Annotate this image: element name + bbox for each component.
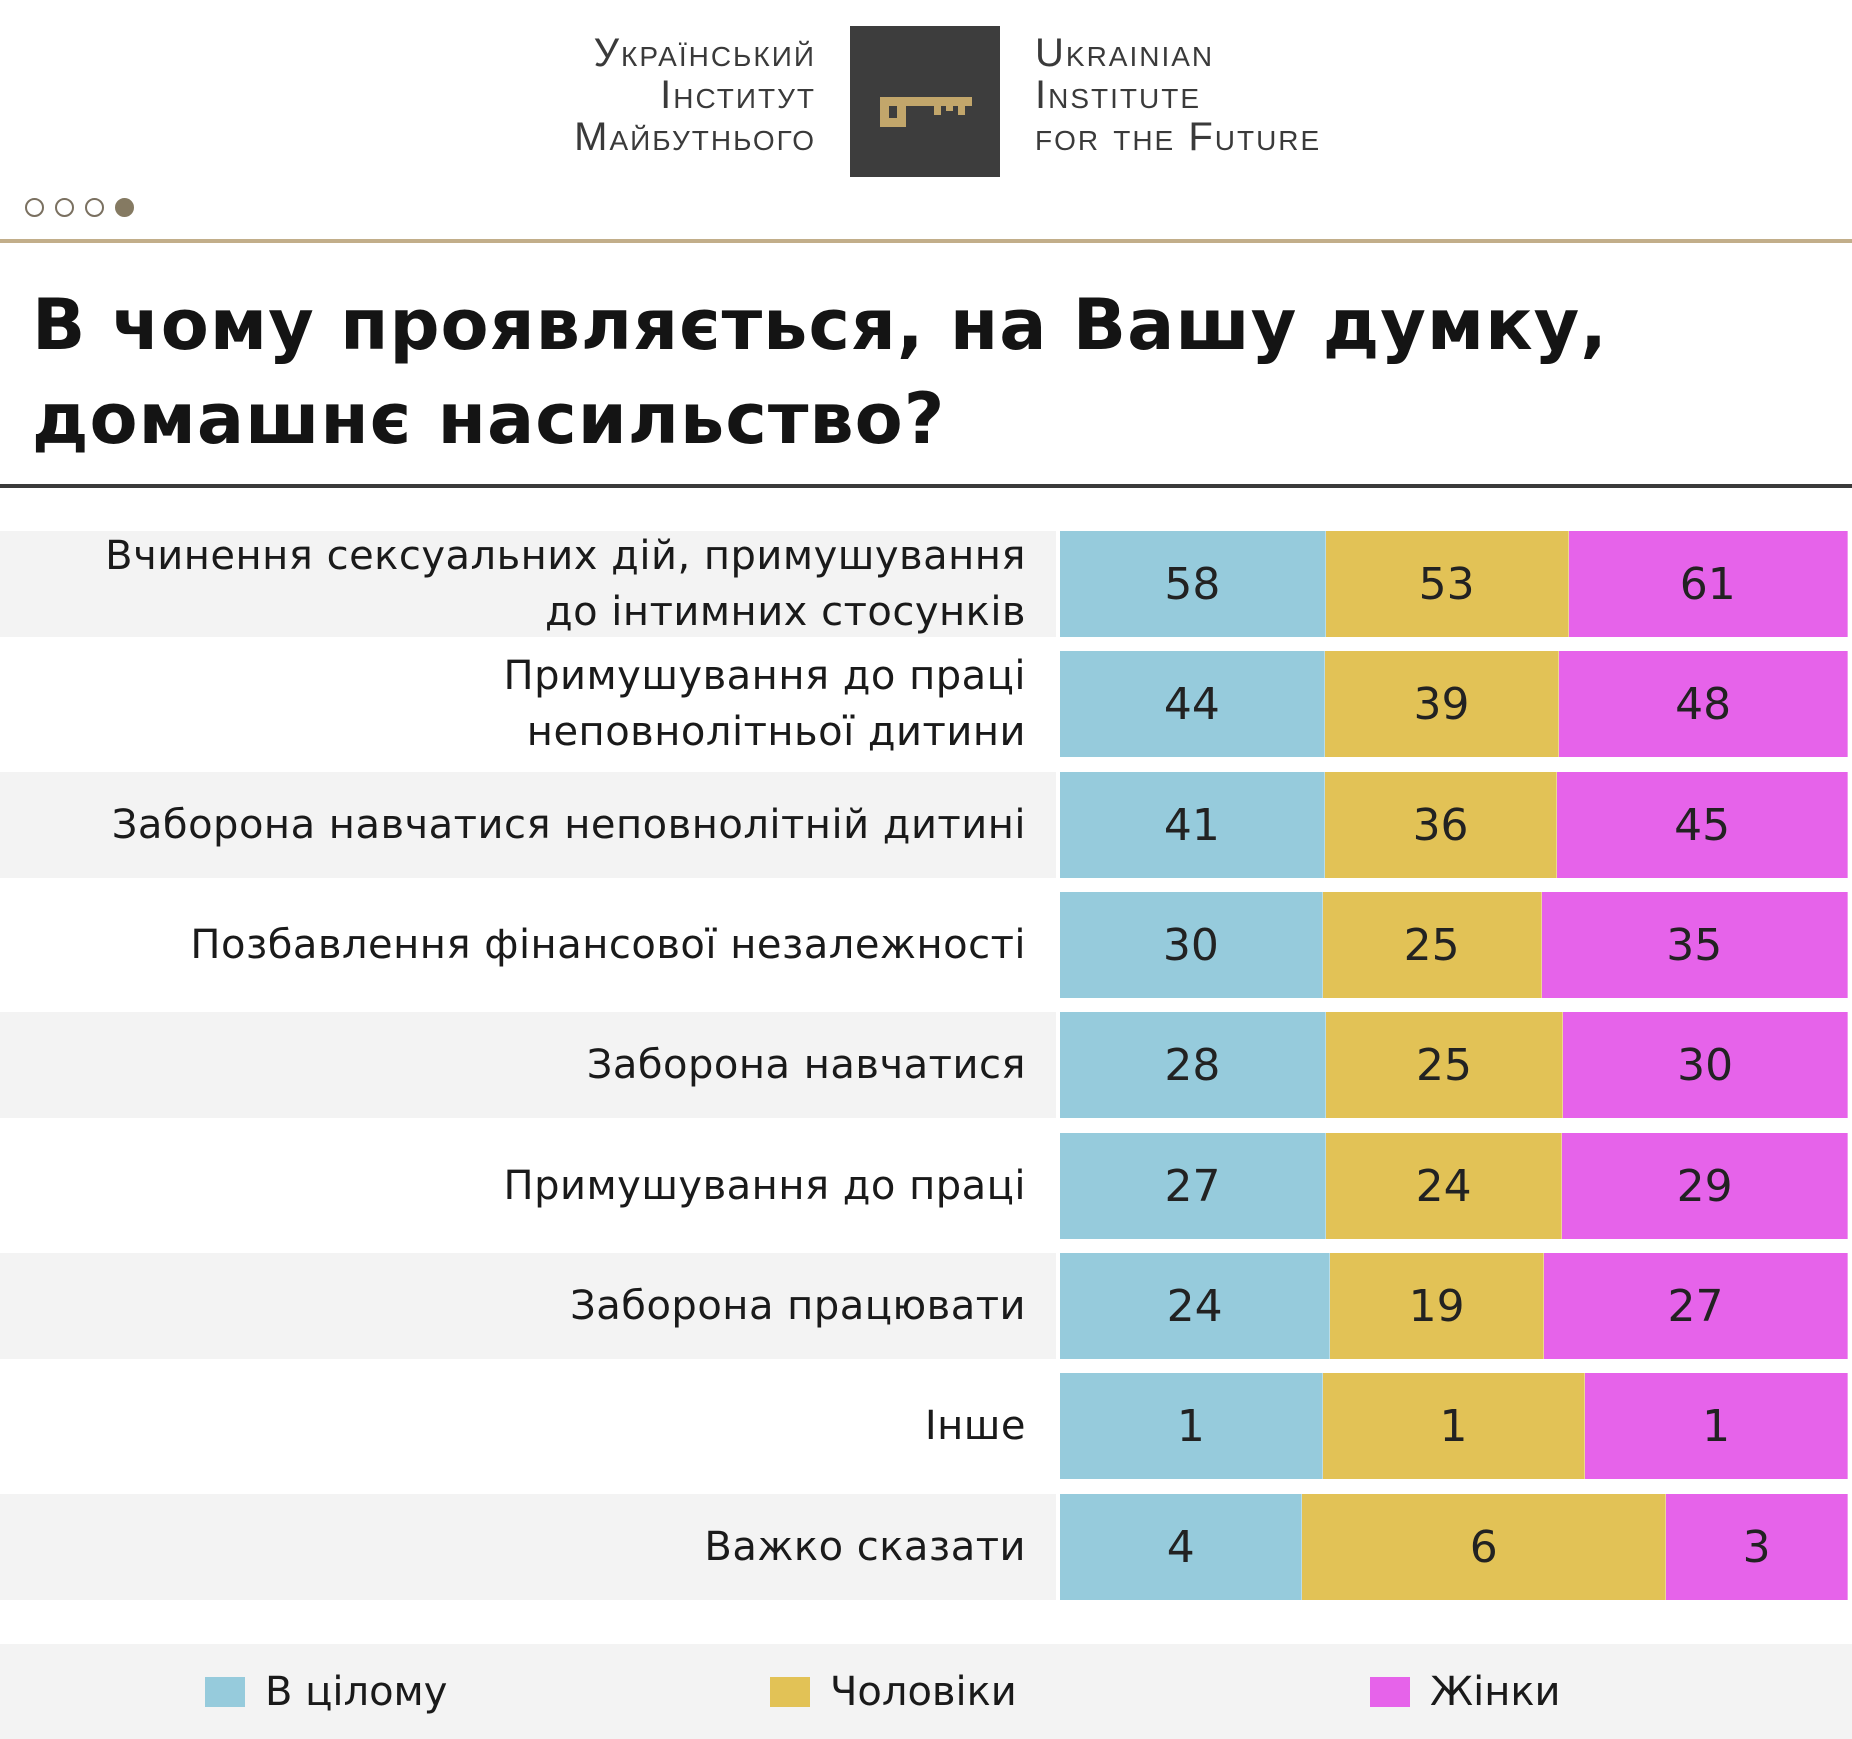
- pager-dot-3[interactable]: [85, 198, 104, 217]
- legend-item-women: Жінки: [1370, 1644, 1561, 1739]
- bar-segment-overall: 4: [1060, 1494, 1303, 1600]
- category-label: Інше: [924, 1403, 1026, 1449]
- chart-row: Заборона навчатися неповнолітній дитині 4…: [0, 772, 1852, 878]
- logo-ua-line-3: Майбутнього: [574, 115, 816, 159]
- bar-segment-men: 24: [1325, 1133, 1563, 1239]
- category-label: Заборона навчатися: [586, 1042, 1026, 1088]
- row-background: [0, 1253, 1056, 1359]
- row-background: [0, 1012, 1056, 1118]
- chart-legend: В цілому Чоловіки Жінки: [0, 1644, 1852, 1739]
- logo-text-english: Ukrainian Institute for the Future: [1035, 32, 1321, 158]
- logo-mark: [850, 26, 1000, 177]
- chart-row: Заборона працювати 24 19 27: [0, 1253, 1852, 1359]
- legend-label: В цілому: [265, 1668, 448, 1715]
- bar-segment-women: 30: [1563, 1012, 1848, 1118]
- logo-en-line-1: Ukrainian: [1035, 31, 1215, 75]
- bar-segment-men: 53: [1325, 531, 1569, 637]
- logo-en-line-2: Institute: [1035, 73, 1201, 117]
- category-label: Позбавлення фінансової незалежності: [190, 922, 1026, 968]
- legend-swatch: [770, 1676, 810, 1707]
- legend-item-overall: В цілому: [205, 1644, 447, 1739]
- bar-segment-men: 19: [1330, 1253, 1545, 1359]
- bar-segment-women: 29: [1562, 1133, 1848, 1239]
- bar-segment-women: 35: [1541, 892, 1848, 998]
- slide-pager: [25, 198, 134, 217]
- chart-row: Примушування до праці неповнолітньої дит…: [0, 651, 1852, 757]
- bar-segment-overall: 24: [1060, 1253, 1331, 1359]
- key-icon: [880, 97, 972, 127]
- category-label: Вчинення сексуальних дій, примушування д…: [105, 533, 1026, 635]
- bar-segment-women: 48: [1559, 651, 1848, 757]
- bar-segment-overall: 58: [1060, 531, 1326, 637]
- bar-segment-men: 39: [1324, 651, 1560, 757]
- bar-segment-overall: 1: [1060, 1373, 1323, 1479]
- logo-en-line-3: for the Future: [1035, 115, 1322, 159]
- logo-ua-line-1: Український: [593, 31, 816, 75]
- chart-row: Заборона навчатися 28 25 30: [0, 1012, 1852, 1118]
- pager-dot-4[interactable]: [115, 198, 134, 217]
- logo-ua-line-2: Інститут: [660, 73, 816, 117]
- legend-label: Жінки: [1430, 1668, 1561, 1715]
- row-background: [0, 1494, 1056, 1600]
- bar-segment-men: 6: [1302, 1494, 1667, 1600]
- bar-segment-women: 3: [1666, 1494, 1848, 1600]
- pager-dot-1[interactable]: [25, 198, 44, 217]
- bar-segment-women: 27: [1544, 1253, 1848, 1359]
- bar-segment-men: 36: [1324, 772, 1558, 878]
- bar-segment-men: 25: [1322, 892, 1542, 998]
- bar-segment-women: 1: [1585, 1373, 1848, 1479]
- bar-segment-women: 45: [1557, 772, 1848, 878]
- bar-segment-overall: 41: [1060, 772, 1325, 878]
- bar-segment-overall: 44: [1060, 651, 1325, 757]
- logo-text-ukrainian: Український Інститут Майбутнього: [574, 32, 816, 158]
- legend-label: Чоловіки: [830, 1668, 1017, 1715]
- legend-swatch: [205, 1676, 245, 1707]
- chart-row: Інше 1 1 1: [0, 1373, 1852, 1479]
- category-label: Заборона навчатися неповнолітній дитині: [111, 802, 1026, 848]
- chart-row: Примушування до праці 27 24 29: [0, 1133, 1852, 1239]
- bar-segment-overall: 28: [1060, 1012, 1326, 1118]
- bar-segment-men: 25: [1325, 1012, 1564, 1118]
- category-label: Примушування до праці: [503, 1163, 1026, 1209]
- title-divider: [0, 484, 1852, 488]
- row-background: [0, 531, 1056, 637]
- chart-row: Важко сказати 4 6 3: [0, 1494, 1852, 1600]
- legend-swatch: [1370, 1676, 1410, 1707]
- header-divider: [0, 239, 1852, 243]
- category-label: Примушування до праці неповнолітньої дит…: [503, 653, 1026, 755]
- bar-segment-women: 61: [1568, 531, 1848, 637]
- chart-title: В чому проявляється, на Вашу думку, дома…: [32, 284, 1608, 460]
- pager-dot-2[interactable]: [55, 198, 74, 217]
- category-label: Важко сказати: [704, 1524, 1026, 1570]
- bar-segment-men: 1: [1322, 1373, 1586, 1479]
- category-label: Заборона працювати: [570, 1283, 1026, 1329]
- chart-row: Вчинення сексуальних дій, примушування д…: [0, 531, 1852, 637]
- chart-row: Позбавлення фінансової незалежності 30 25 3…: [0, 892, 1852, 998]
- bar-segment-overall: 27: [1060, 1133, 1326, 1239]
- legend-item-men: Чоловіки: [770, 1644, 1017, 1739]
- row-background: [0, 772, 1056, 878]
- bar-segment-overall: 30: [1060, 892, 1323, 998]
